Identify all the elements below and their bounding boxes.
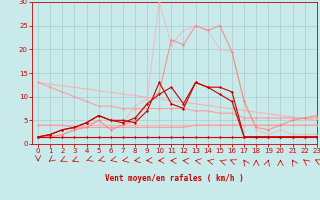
X-axis label: Vent moyen/en rafales ( km/h ): Vent moyen/en rafales ( km/h ) <box>105 174 244 183</box>
